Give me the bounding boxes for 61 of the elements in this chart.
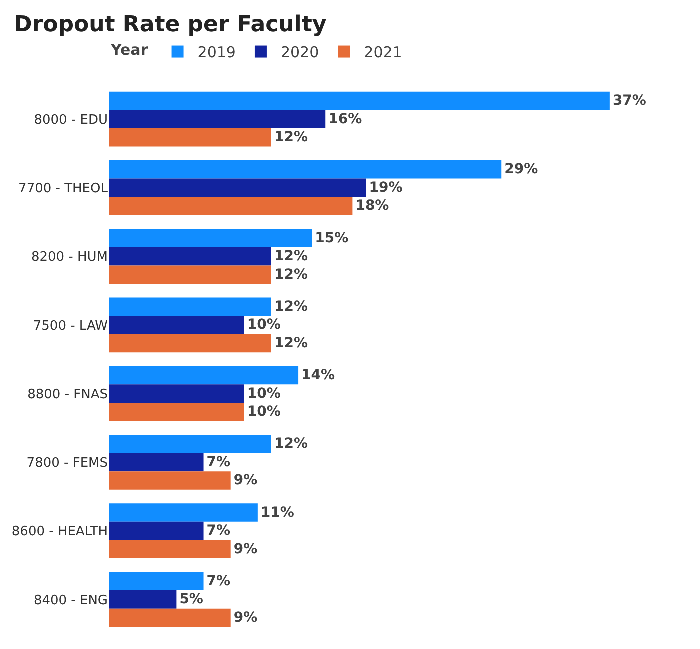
data-label: 19% — [369, 180, 403, 196]
data-label: 18% — [356, 198, 390, 214]
bar — [109, 316, 244, 334]
data-label: 16% — [328, 111, 362, 128]
y-tick-label: 7800 - FEMS — [26, 456, 108, 471]
y-tick-label: 8600 - HEALTH — [12, 524, 108, 540]
y-tick-label: 8800 - FNAS — [28, 387, 108, 402]
bar — [109, 229, 312, 248]
bar — [109, 298, 272, 316]
data-label: 9% — [234, 610, 258, 626]
data-label: 12% — [274, 298, 308, 315]
data-label: 7% — [206, 523, 231, 540]
y-tick-label: 8200 - HUM — [31, 250, 108, 266]
data-label: 7% — [206, 573, 231, 590]
chart-title: Dropout Rate per Faculty — [14, 12, 327, 38]
data-label: 10% — [247, 386, 281, 402]
legend-label: 2019 — [198, 44, 236, 62]
data-label: 10% — [247, 317, 281, 334]
bar — [109, 128, 272, 147]
bar — [109, 110, 326, 128]
data-label: 12% — [274, 130, 308, 146]
bar — [109, 504, 258, 522]
y-tick-label: 8000 - EDU — [34, 112, 108, 128]
data-label: 37% — [612, 93, 646, 110]
y-tick-label: 7500 - LAW — [33, 318, 108, 334]
data-label: 10% — [247, 404, 281, 420]
bar — [109, 178, 366, 198]
data-label: 9% — [234, 541, 258, 558]
bar — [109, 590, 177, 609]
bar — [109, 572, 204, 591]
data-label: 5% — [180, 592, 204, 608]
data-label: 11% — [260, 504, 294, 521]
bar — [109, 472, 231, 490]
bar — [109, 266, 272, 284]
data-label: 12% — [274, 248, 308, 265]
data-label: 7% — [206, 454, 231, 470]
bar — [109, 434, 272, 454]
bar — [109, 197, 353, 216]
bar — [109, 384, 244, 403]
data-label: 12% — [274, 436, 308, 452]
bar — [109, 366, 299, 385]
bar — [109, 334, 272, 353]
bar — [109, 453, 204, 472]
y-tick-label: 7700 - THEOL — [18, 181, 109, 196]
bar — [109, 402, 244, 422]
bar — [109, 608, 231, 628]
legend-title: Year — [110, 41, 149, 60]
bar — [109, 160, 502, 179]
data-label: 29% — [504, 162, 538, 178]
data-label: 15% — [315, 230, 349, 246]
bar — [109, 522, 204, 540]
bar — [109, 92, 610, 110]
bar — [109, 247, 272, 266]
legend-label: 2020 — [280, 44, 320, 62]
data-label: 12% — [274, 335, 308, 352]
data-label: 14% — [302, 368, 336, 384]
legend-label: 2021 — [364, 44, 402, 62]
bar — [109, 540, 231, 559]
y-tick-label: 8400 - ENG — [34, 593, 108, 608]
data-label: 9% — [234, 472, 258, 489]
data-label: 12% — [274, 266, 308, 283]
